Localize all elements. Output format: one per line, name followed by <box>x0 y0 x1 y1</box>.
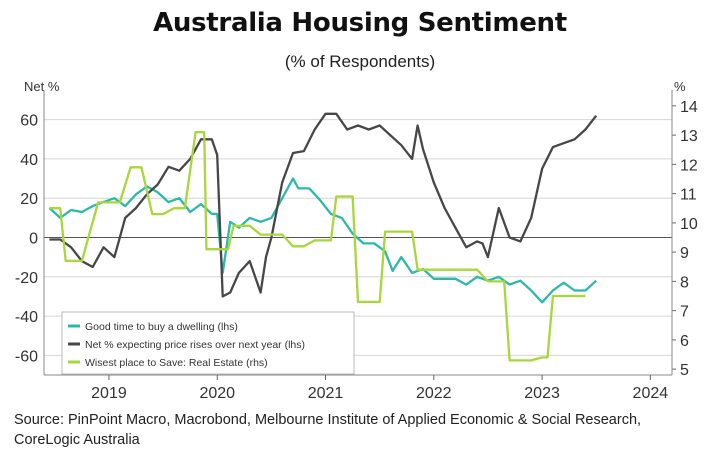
legend-box <box>61 311 355 375</box>
right-axis-tick-label: 14 <box>680 99 698 116</box>
left-axis-tick-label: 60 <box>20 113 38 130</box>
axes: 60 40 20 0 -20 -40 -60 14 13 12 11 10 9 8 7 6 5 2019 2020 2… <box>15 90 698 402</box>
right-axis-tick-label: 8 <box>680 274 689 291</box>
right-axis-tick-label: 13 <box>680 128 698 145</box>
chart-subtitle: (% of Respondents) <box>284 52 436 71</box>
left-axis-tick-label: 40 <box>20 152 38 169</box>
chart-title: Australia Housing Sentiment <box>153 8 567 38</box>
x-axis-tick-label: 2024 <box>633 385 669 402</box>
series-line-2 <box>49 131 586 362</box>
left-axis-tick-label: -60 <box>15 348 38 365</box>
right-axis-tick-label: 5 <box>680 362 689 379</box>
left-axis-tick-label: 20 <box>20 191 38 208</box>
right-axis-unit-label: % <box>674 79 686 94</box>
x-axis-tick-label: 2022 <box>416 385 452 402</box>
right-axis-tick-label: 10 <box>680 216 698 233</box>
x-axis-tick-label: 2021 <box>308 385 344 402</box>
legend-label-price-expectations: Net % expecting price rises over next ye… <box>85 339 305 351</box>
right-axis-tick-label: 11 <box>680 187 697 204</box>
x-axis-tick-label: 2020 <box>199 385 235 402</box>
legend-label-wisest-place-real-estate: Wisest place to Save: Real Estate (rhs) <box>85 357 268 369</box>
x-axis-tick-label: 2019 <box>91 385 127 402</box>
right-axis-tick-label: 9 <box>680 245 689 262</box>
left-axis-tick-label: 0 <box>29 231 38 248</box>
legend-label-good-time-to-buy: Good time to buy a dwelling (lhs) <box>85 321 238 333</box>
left-axis-tick-label: -40 <box>15 309 38 326</box>
right-axis-tick-label: 12 <box>680 157 698 174</box>
series-line-1 <box>49 112 598 298</box>
right-axis-tick-label: 7 <box>680 304 689 321</box>
right-axis-tick-label: 6 <box>680 333 689 350</box>
left-axis-tick-label: -20 <box>15 270 38 287</box>
x-axis-tick-label: 2023 <box>524 385 560 402</box>
series-lines <box>48 112 598 362</box>
legend: Good time to buy a dwelling (lhs) Net % … <box>61 311 355 375</box>
source-note: Source: PinPoint Macro, Macrobond, Melbo… <box>14 412 642 448</box>
left-axis-unit-label: Net % <box>24 79 60 94</box>
